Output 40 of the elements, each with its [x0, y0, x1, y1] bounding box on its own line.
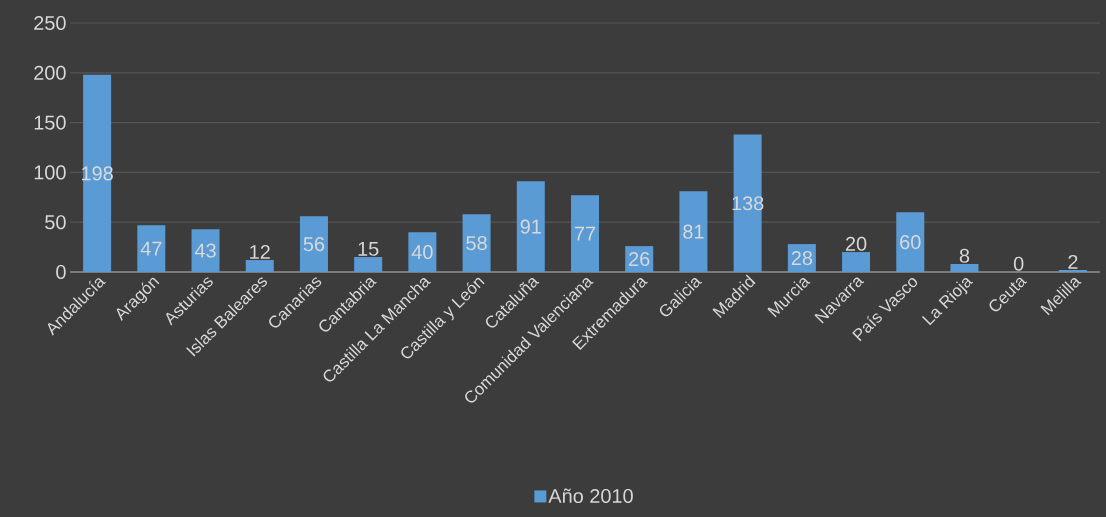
- data-label: 77: [574, 226, 596, 241]
- data-label: 56: [303, 237, 325, 252]
- bar: [462, 214, 491, 272]
- data-label: 0: [1013, 256, 1024, 271]
- bar: [245, 260, 274, 272]
- bar: [408, 232, 437, 272]
- bar: [516, 181, 545, 272]
- bar: [299, 216, 328, 272]
- data-label: 8: [959, 248, 970, 263]
- data-label: 47: [140, 241, 162, 256]
- legend-label: Año 2010: [548, 488, 633, 504]
- data-label: 81: [683, 224, 704, 239]
- data-label: 60: [900, 235, 921, 250]
- bar: [1058, 269, 1087, 272]
- data-label: 2: [1068, 254, 1078, 269]
- data-label: 28: [791, 251, 813, 266]
- bar: [354, 257, 383, 272]
- data-label: 20: [845, 236, 867, 251]
- data-label: 43: [194, 243, 216, 258]
- bar: [137, 225, 166, 272]
- bar: [950, 264, 979, 272]
- y-tick-label: 0: [56, 264, 66, 280]
- bar: [733, 134, 762, 272]
- data-label: 40: [411, 245, 433, 260]
- y-tick-label: 150: [34, 115, 66, 130]
- bar: [896, 212, 925, 272]
- data-label: 15: [358, 241, 379, 256]
- data-label: 26: [629, 251, 650, 267]
- data-label: 12: [250, 244, 270, 259]
- data-label: 91: [520, 219, 541, 234]
- bar: [679, 191, 708, 272]
- y-tick-label: 200: [34, 65, 66, 80]
- bar: [842, 252, 871, 272]
- y-tick-label: 100: [34, 165, 66, 180]
- bar: [191, 229, 220, 272]
- data-label: 58: [466, 236, 487, 251]
- y-tick-label: 250: [34, 15, 66, 31]
- y-tick-label: 50: [45, 215, 66, 230]
- bar: [571, 195, 599, 272]
- bar: [83, 74, 112, 272]
